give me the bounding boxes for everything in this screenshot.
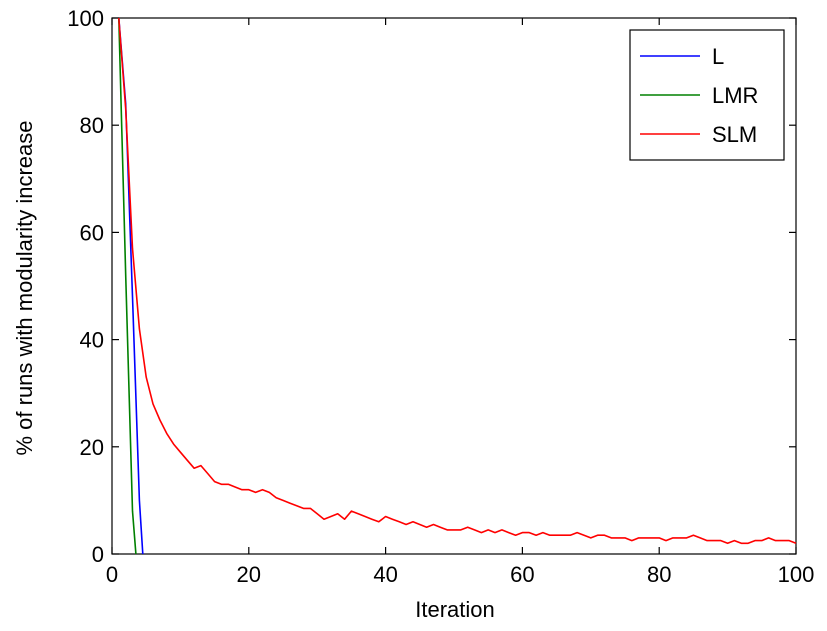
y-axis: 0 20 40 60 80 100	[67, 6, 796, 567]
x-tick-label: 100	[778, 562, 815, 587]
legend: L LMR SLM	[629, 29, 785, 161]
y-tick-label: 20	[80, 435, 104, 460]
x-tick-label: 20	[237, 562, 261, 587]
y-tick-label: 80	[80, 113, 104, 138]
x-tick-label: 60	[510, 562, 534, 587]
x-axis-label: Iteration	[415, 597, 495, 622]
legend-label: SLM	[712, 122, 757, 147]
y-tick-label: 100	[67, 6, 104, 31]
x-axis: 0 20 40 60 80 100	[106, 18, 814, 587]
legend-label: LMR	[712, 83, 758, 108]
y-axis-label: % of runs with modularity increase	[12, 120, 37, 455]
x-tick-label: 40	[373, 562, 397, 587]
legend-label: L	[712, 44, 724, 69]
series-line-slm	[118, 17, 797, 545]
x-tick-label: 80	[647, 562, 671, 587]
y-tick-label: 40	[80, 328, 104, 353]
y-tick-label: 0	[92, 542, 104, 567]
y-tick-label: 60	[80, 220, 104, 245]
series-layer	[118, 17, 797, 555]
series-line-lmr	[118, 17, 137, 555]
x-tick-label: 0	[106, 562, 118, 587]
